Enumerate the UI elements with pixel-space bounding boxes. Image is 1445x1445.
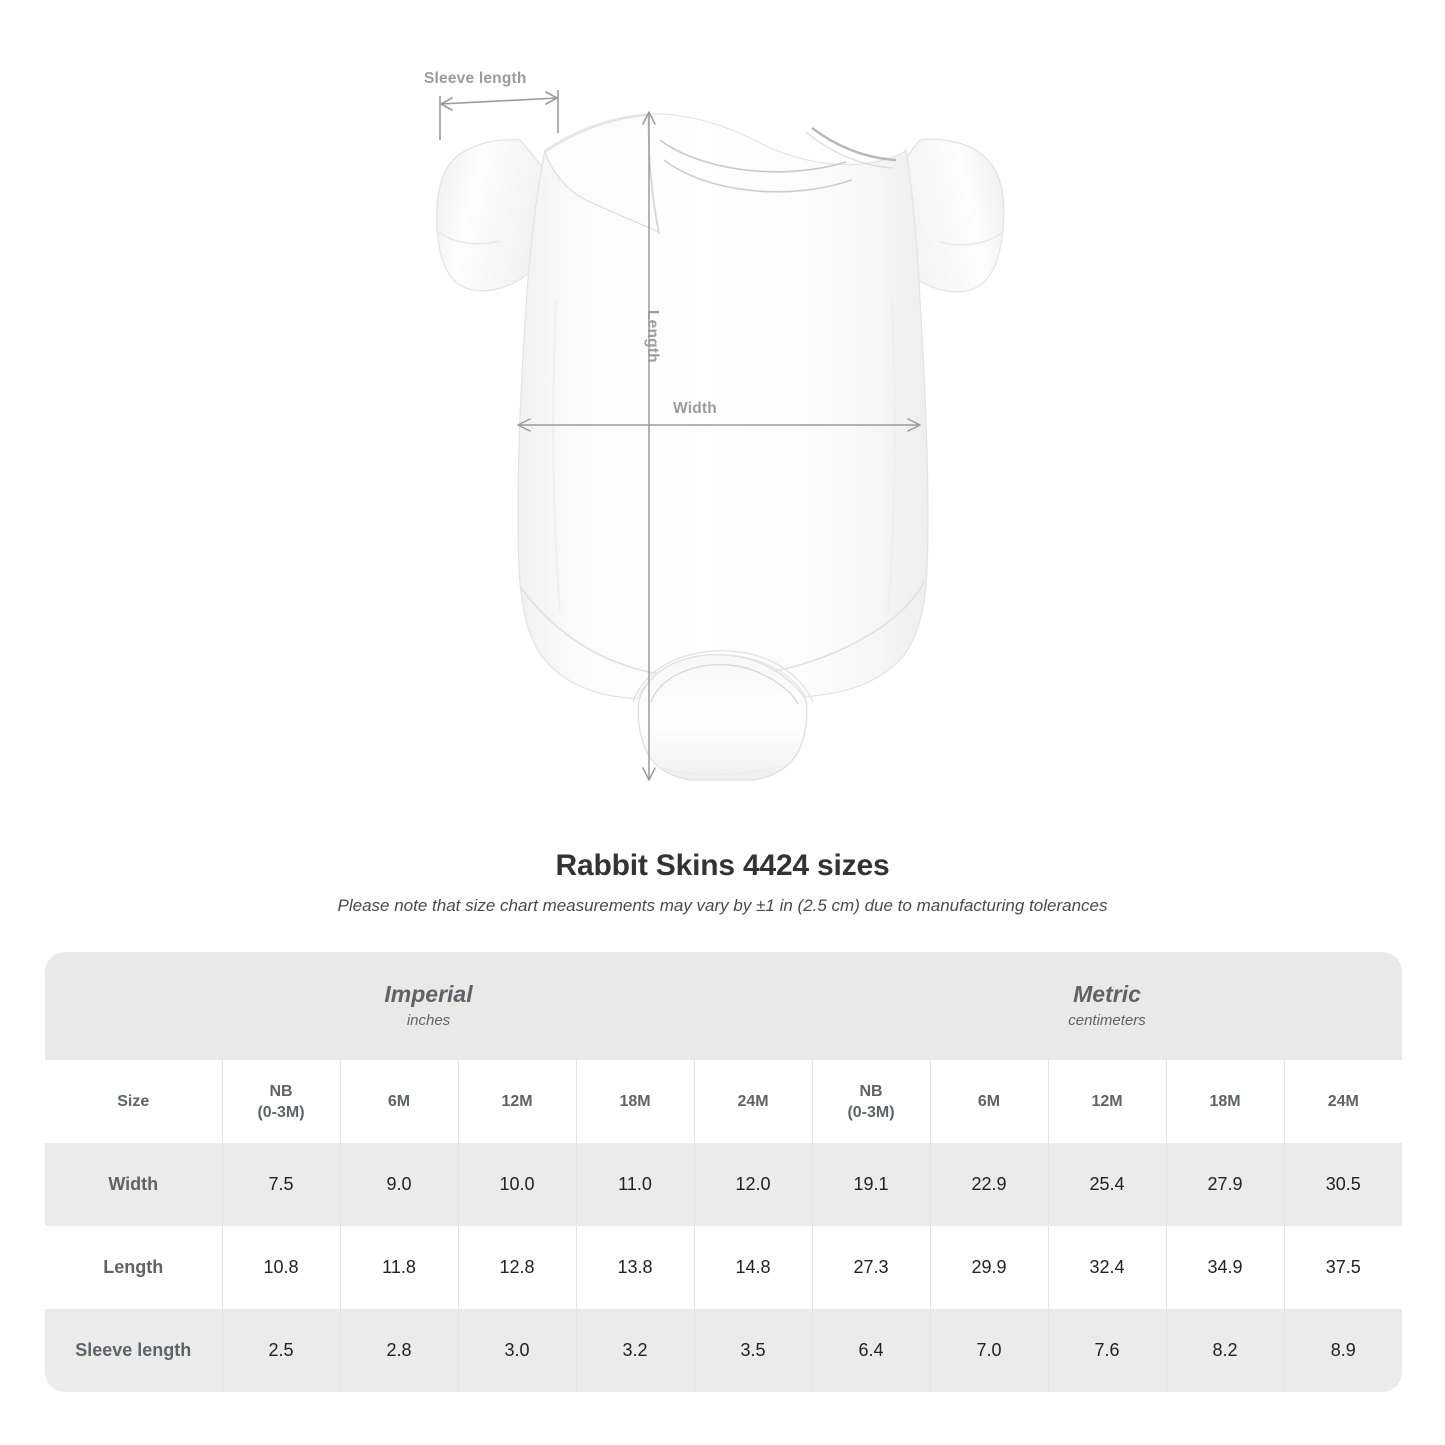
crotch-flap-inner-seam — [650, 663, 799, 705]
size-header-row: Size NB (0-3M) 6M 12M 18M 24M NB (0-3M) … — [45, 1060, 1403, 1143]
cell-length-6m-imperial: 11.8 — [340, 1226, 459, 1309]
cell-sleeve-12m-imperial: 3.0 — [458, 1309, 577, 1392]
header-size-24m-metric: 24M — [1284, 1060, 1403, 1143]
size-sub: (0-3M) — [847, 1103, 895, 1121]
cell-sleeve-24m-imperial: 3.5 — [694, 1309, 813, 1392]
neck-back-curve — [659, 139, 847, 173]
cell-length-12m-metric: 32.4 — [1048, 1226, 1167, 1309]
garment-illustration: Sleeve length Length Width — [424, 70, 1005, 781]
right-sleeve-hem — [939, 232, 1002, 246]
table-row: Sleeve length 2.5 2.8 3.0 3.2 3.5 6.4 7.… — [45, 1309, 1403, 1392]
bodysuit-body — [517, 113, 929, 700]
cell-width-18m-imperial: 11.0 — [576, 1143, 695, 1226]
body-fold-left — [552, 299, 561, 613]
cell-width-6m-metric: 22.9 — [930, 1143, 1049, 1226]
header-size-6m-imperial: 6M — [340, 1060, 459, 1143]
title-block: Rabbit Skins 4424 sizes Please note that… — [0, 845, 1445, 921]
tolerance-note: Please note that size chart measurements… — [337, 896, 1108, 915]
unit-name-metric: Metric — [1073, 981, 1141, 1007]
unit-cell-metric: Metric centimeters — [812, 952, 1403, 1060]
right-shoulder-seam2 — [805, 131, 894, 169]
cell-width-nb-imperial: 7.5 — [222, 1143, 341, 1226]
header-size-18m-metric: 18M — [1166, 1060, 1285, 1143]
body-fold-right — [887, 299, 896, 613]
cell-sleeve-24m-metric: 8.9 — [1284, 1309, 1403, 1392]
cell-sleeve-nb-imperial: 2.5 — [222, 1309, 341, 1392]
page-title: Rabbit Skins 4424 sizes — [555, 849, 890, 882]
row-label-sleeve-length: Sleeve length — [45, 1309, 223, 1392]
cell-sleeve-6m-metric: 7.0 — [930, 1309, 1049, 1392]
cell-width-12m-imperial: 10.0 — [458, 1143, 577, 1226]
header-size-label: Size — [45, 1060, 223, 1143]
cell-sleeve-6m-imperial: 2.8 — [340, 1309, 459, 1392]
neck-front-curve — [663, 159, 853, 193]
cell-length-nb-metric: 27.3 — [812, 1226, 931, 1309]
cell-width-nb-metric: 19.1 — [812, 1143, 931, 1226]
cell-length-18m-imperial: 13.8 — [576, 1226, 695, 1309]
size-main: NB — [269, 1082, 293, 1100]
width-dimension-line — [517, 418, 921, 432]
bodysuit-svg — [436, 90, 1005, 781]
left-sleeve-hem — [438, 231, 501, 245]
cell-width-24m-metric: 30.5 — [1284, 1143, 1403, 1226]
cell-sleeve-18m-imperial: 3.2 — [576, 1309, 695, 1392]
cell-length-24m-metric: 37.5 — [1284, 1226, 1403, 1309]
width-label: Width — [673, 400, 717, 417]
cell-width-6m-imperial: 9.0 — [340, 1143, 459, 1226]
left-sleeve — [436, 139, 546, 292]
cell-sleeve-18m-metric: 8.2 — [1166, 1309, 1285, 1392]
crotch-flap-outer-seam — [632, 650, 814, 703]
header-size-6m-metric: 6M — [930, 1060, 1049, 1143]
cell-sleeve-nb-metric: 6.4 — [812, 1309, 931, 1392]
sleeve-length-label: Sleeve length — [424, 70, 527, 87]
unit-band-row: Imperial inches Metric centimeters — [45, 952, 1403, 1060]
cell-sleeve-12m-metric: 7.6 — [1048, 1309, 1167, 1392]
header-size-24m-imperial: 24M — [694, 1060, 813, 1143]
header-size-nb-metric: NB (0-3M) — [812, 1060, 931, 1143]
table-row: Length 10.8 11.8 12.8 13.8 14.8 27.3 29.… — [45, 1226, 1403, 1309]
cell-width-12m-metric: 25.4 — [1048, 1143, 1167, 1226]
size-table-container: Imperial inches Metric centimeters Size … — [45, 952, 1403, 1392]
size-table: Imperial inches Metric centimeters Size … — [45, 952, 1403, 1392]
header-size-nb-imperial: NB (0-3M) — [222, 1060, 341, 1143]
row-label-length: Length — [45, 1226, 223, 1309]
cell-length-18m-metric: 34.9 — [1166, 1226, 1285, 1309]
table-row: Width 7.5 9.0 10.0 11.0 12.0 19.1 22.9 2… — [45, 1143, 1403, 1226]
cell-length-24m-imperial: 14.8 — [694, 1226, 813, 1309]
cell-length-nb-imperial: 10.8 — [222, 1226, 341, 1309]
cell-length-6m-metric: 29.9 — [930, 1226, 1049, 1309]
unit-name-imperial: Imperial — [384, 981, 473, 1007]
unit-cell-imperial: Imperial inches — [45, 952, 812, 1060]
sleeve-dimension-line — [439, 90, 559, 140]
header-size-12m-imperial: 12M — [458, 1060, 577, 1143]
cell-length-12m-imperial: 12.8 — [458, 1226, 577, 1309]
cell-width-24m-imperial: 12.0 — [694, 1143, 813, 1226]
length-dimension-line — [642, 111, 656, 781]
length-label: Length — [644, 310, 661, 363]
unit-sub-metric: centimeters — [1068, 1012, 1146, 1029]
unit-sub-imperial: inches — [406, 1012, 451, 1029]
header-size-18m-imperial: 18M — [576, 1060, 695, 1143]
row-label-width: Width — [45, 1143, 223, 1226]
size-sub: (0-3M) — [257, 1103, 305, 1121]
cell-width-18m-metric: 27.9 — [1166, 1143, 1285, 1226]
size-main: NB — [859, 1082, 883, 1100]
crotch-flap — [637, 654, 808, 781]
header-size-12m-metric: 12M — [1048, 1060, 1167, 1143]
crotch-bottom-hem — [655, 765, 783, 776]
right-shoulder-seam — [811, 127, 897, 162]
